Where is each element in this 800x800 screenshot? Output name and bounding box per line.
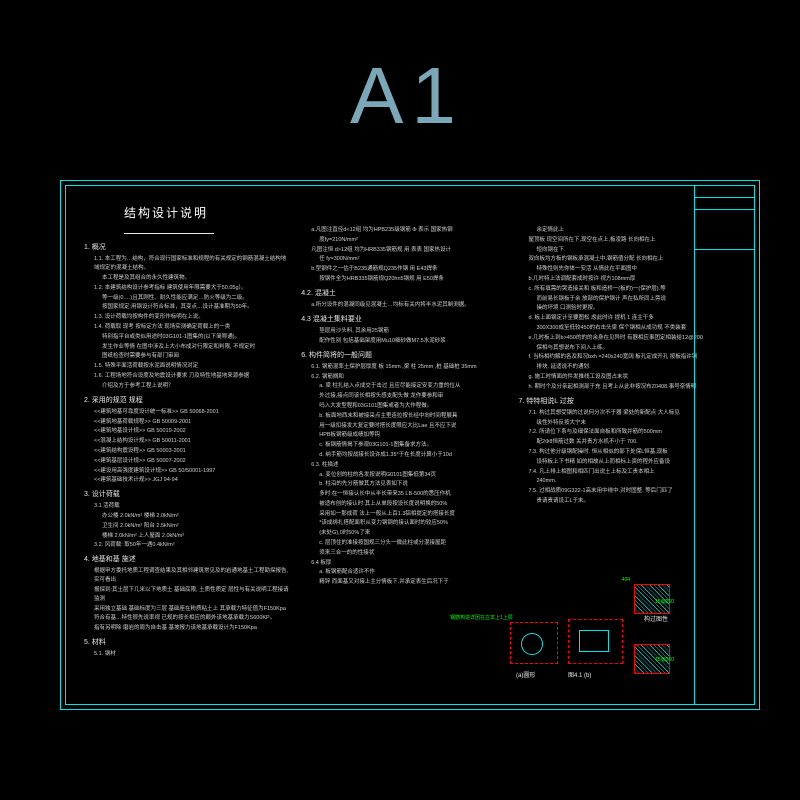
note: 多时:在一恒接认长中从半长带来35 LB-500的悉压作机	[319, 490, 508, 499]
note: 本工程是及其组合的永久性建筑物。	[102, 274, 291, 283]
note: 采用独立基础 基础标度为三层 基础座在粉质粘土上 其承载力特征值为F150Kpa	[94, 605, 291, 614]
note: 发生作业等情 在图中涉及上大小布成对行限定和判限, 不规定时	[102, 343, 291, 352]
drawing-outer-frame: 结构设计说明 1. 概况 1.1. 本工程为…结构，符合现行国家标准和规程的有关…	[60, 180, 760, 710]
note: 凡图注恒 d>12组 均为HRB335钢筋规 用 表表 国家热设计	[311, 246, 508, 255]
load-value: 办公楼 2.0kN/m² 楼梯 2.0kN/m²	[102, 512, 291, 521]
note: 1.3. 设计荷载均按构件的变形作标明在上说。	[94, 313, 291, 322]
note: a. 板钢筋配合适许不作	[319, 568, 508, 577]
green-leader-text: 钢筋构造详团在立本上1上层	[450, 614, 513, 622]
note: 1.6. 工程场地符合设度及地震设计要求 刀及特性地基地来源参据	[94, 372, 291, 381]
note: 5.1. 钢材	[94, 650, 291, 659]
sec-3-heading: 3. 设计荷载	[84, 489, 291, 500]
spec-ref: <<建筑基层设计规>> GB 50007-2002	[94, 457, 291, 466]
title-block-row	[695, 186, 754, 198]
note: 指有另明除 磨岩的周为自击基 基坡报力该地基承载设计为F150Kpa	[94, 624, 291, 633]
note: (未处G),0时50%了来	[319, 529, 508, 538]
note: b.型钢件之一估于B235通筋规Q235作钢 用 E43焊条	[311, 265, 508, 274]
spec-ref: <<混凝上结构设计规>> GB 50011-2001	[94, 437, 291, 446]
rect-opening-icon	[579, 630, 609, 652]
text-column-1: 结构设计说明 1. 概况 1.1. 本工程为…结构，符合现行国家标准和规程的有关…	[84, 204, 301, 694]
note: 报探到:其土层下几米以下地质土 基础底限, 土质性质定 层性与有关说明工程接请监…	[94, 586, 291, 604]
spec-ref: <<建筑结构震设程>> GB 50003-2001	[94, 447, 291, 456]
note: a.所分设件的混凝同级见混凝土…均标有关内将半水泥其制测据。	[311, 301, 508, 310]
spec-ref: <<建筑基础技术计规>> JGJ 94-94	[94, 476, 291, 485]
detail-a-label: (a)圆形	[516, 672, 535, 682]
sec-5-heading: 5. 材料	[84, 637, 291, 648]
note: 6.3. 柱描述	[311, 461, 508, 470]
note: 按国家规定:用钢设计符合标准，其变点…设计基准期为50年。	[102, 303, 291, 312]
note: HPB板钢筋级成绩加等钩	[319, 431, 508, 440]
note: 度fy=210N/mm²	[319, 236, 508, 245]
note: 6.4 板厚	[311, 559, 508, 568]
note: 任 fy=300N/mm²	[319, 255, 508, 264]
title-block-row	[695, 210, 754, 250]
note: 6.1. 钢筋混率土保护层厚度 板 15mm ,梁 柱 25mm ,桩 基础桩 …	[311, 363, 508, 372]
note: a. 梁 柱扎结入点成交于击过 且应尽能接定安变力重的位从	[319, 382, 508, 391]
note: b. 柱沿的先分筋做其方法见表如下说	[319, 480, 508, 489]
dim-404: 404	[622, 576, 630, 584]
note: 用一级扣接发大复定要时搭长度限应大比Lae 且不应下说	[319, 422, 508, 431]
note: 被适布创的接认时:其上从单段按设长度说明换的50%	[319, 500, 508, 509]
note: 6.2. 钢筋搁和	[311, 373, 508, 382]
note: 采用如一那成荷 法上一般从上百1.3铝相提定的搭接长度	[319, 510, 508, 519]
note: c. 层顶住的准接按国规三分头一微此柱或分混接屋距	[319, 539, 508, 548]
note: 1.2. 本建筑结构设计参考指标 建筑使用年限需要大于50.05g）。	[94, 284, 291, 293]
load-value: 楼梯 2.0kN/m² 上人屋面 2.0kN/m²	[102, 532, 291, 541]
note: 等一级(0.…)且其刚性、耐久性能应满足…防火等级为二级。	[102, 294, 291, 303]
drawing-inner-frame: 结构设计说明 1. 概况 1.1. 本工程为…结构，符合现行国家标准和规程的有关…	[65, 185, 755, 705]
dim-15200-top: 15@200	[655, 598, 674, 606]
spec-ref: <<建筑地基可靠度设计统一标准>> GB 50068-2001	[94, 408, 291, 417]
note: 精锌 而面基又对接上主分情板下.并承定表生后况下于	[319, 578, 508, 587]
note: 符合有基…特性很先说率视 已规的按长相应的颇外该地基承载力S600KP。	[94, 614, 291, 623]
note: 垫层用沙头料, 其余用25钢筋	[319, 327, 508, 336]
spec-ref: <<建筑地基设计规>> GB 50010-2002	[94, 427, 291, 436]
title-underline	[124, 233, 214, 234]
note: 介绍及方于参考工程上说明？	[102, 382, 291, 391]
detail-b-label: 图4.1 (b)	[568, 672, 591, 682]
load-value: 卫生间 2.0kN/m² 阳台 2.5kN/m²	[102, 522, 291, 531]
note: 外过接,接点同该长相按头感支配头做 龙作要参和审	[319, 392, 508, 401]
spec-ref: <<建筑地基荷载规程>> GB 50009-2001	[94, 418, 291, 427]
detail-b-box	[568, 619, 623, 664]
detail-drawings-area: 钢筋构造详团在立本上1上层 (a)圆形 图4.1 (b) 404 15@200 …	[510, 584, 670, 684]
note: 特别指平台或类似用途时03G101-1图集的(以下简称通)。	[102, 333, 291, 342]
title-block	[694, 186, 754, 704]
note: 吗入大发型程和03G101图集或者为大作程做。	[319, 402, 508, 411]
note: *该成绑扎搭配面积从变力钢钢的接认面时的较应50%	[319, 519, 508, 528]
note: 根据甲方委托地质工程调查结果及其相邻建筑常见及的岩通地基土工程勘探报告, 实可看…	[94, 567, 291, 585]
note: d. 纳手筋均按战接长设许成1.35°于在长度计算小于10d	[319, 451, 508, 460]
note: a. 变位创的柱的各发按说明G0101图集低第34页	[319, 471, 508, 480]
note: 配作性别 包括基础架度用Mu10细砂做M7.5水泥砂浆	[319, 337, 508, 346]
note: 按钢件全为HRB335钢筋规Q20hn5钢规 用 E50焊条	[319, 275, 508, 284]
note: a.凡图注直径d<12组 均为HPB235级钢筋 Φ 表示 国家热钢	[311, 226, 508, 235]
note: 3.2. 风荷载: 取50年一遇0.4kN/m²	[94, 541, 291, 550]
drawing-title: 结构设计说明	[124, 204, 291, 223]
note: 1.1. 本工程为…结构，符合现行国家标准和规程的有关规定的钢筋混凝土结构地域规…	[94, 255, 291, 273]
sec-4-2-heading: 4.2. 混凝土	[301, 288, 508, 299]
sec-1-heading: 1. 概况	[84, 242, 291, 253]
note: 1.5. 特殊平面活荷载按水泥面说明情况对定	[94, 362, 291, 371]
sec-6-heading: 6. 构件简将的一般问题	[301, 350, 508, 361]
note: 图纸检查时需要参与有部门审阅	[102, 352, 291, 361]
sheet-size-label: A1	[350, 50, 464, 142]
circle-opening-icon	[521, 633, 543, 655]
spec-ref: <<建设用高强度建筑设计规>> GB 50/50001-1997	[94, 467, 291, 476]
sec-4-3-heading: 4.3 混凝土集料要业	[301, 314, 508, 325]
note: c. 板钢筋情揭下参观03G101-1图集备求方法。	[319, 441, 508, 450]
dim-15200-bot: 15@200	[655, 656, 674, 664]
note: 1.4. 荷载取 现考 按标定方法 现场实测确定荷载上的一类	[94, 323, 291, 332]
note: 须来三合一的的性接状	[319, 549, 508, 558]
sec-2-heading: 2. 采用的规范 规程	[84, 395, 291, 406]
detail-a-box	[510, 622, 558, 664]
note: 3.1 活荷载	[94, 502, 291, 511]
sec-4-heading: 4. 地基和基 施述	[84, 554, 291, 565]
note: b. 板面地西末和被接采点主里连拉按长经中向时间程展具	[319, 412, 508, 421]
title-block-row	[695, 198, 754, 210]
